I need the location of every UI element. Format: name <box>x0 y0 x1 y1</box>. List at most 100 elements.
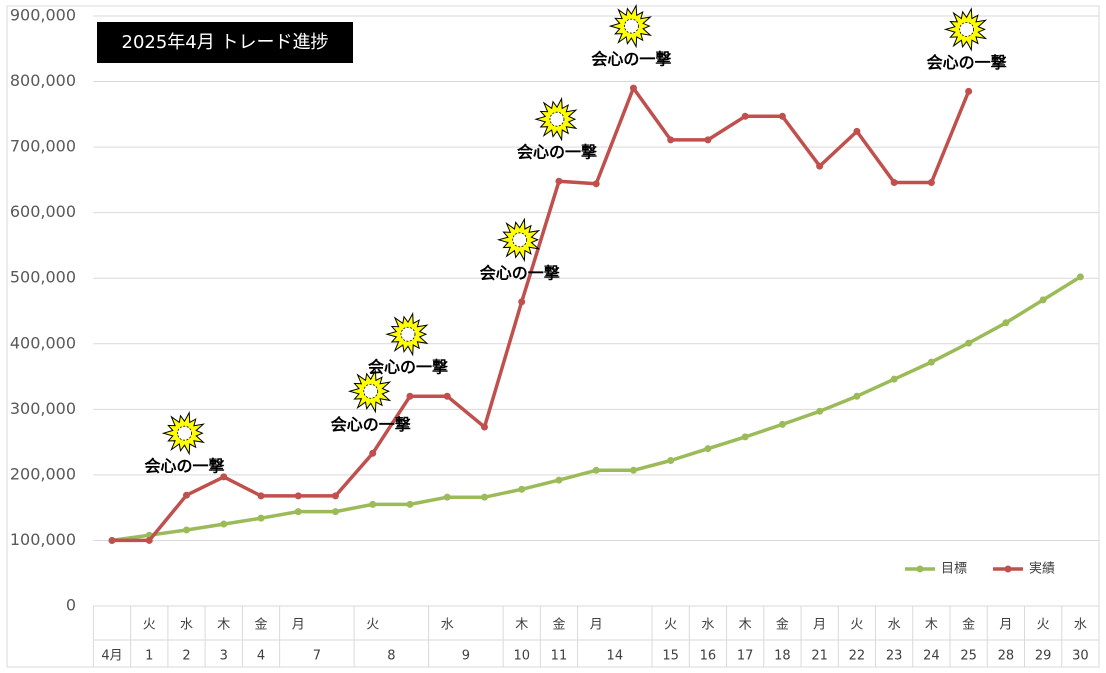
x-tick-label: 18 <box>774 649 791 664</box>
starburst-core <box>624 18 639 34</box>
data-point <box>927 358 935 366</box>
weekday-label: 月 <box>590 618 603 633</box>
data-point <box>518 298 526 306</box>
title-box <box>97 22 353 63</box>
weekday-label: 月 <box>813 618 826 633</box>
data-point <box>480 423 488 431</box>
weekday-label: 火 <box>366 618 379 633</box>
data-point <box>890 375 898 383</box>
x-tick-label: 24 <box>923 649 940 664</box>
data-point <box>1076 273 1084 281</box>
data-point <box>220 473 228 481</box>
x-tick-label: 15 <box>662 649 679 664</box>
data-point <box>406 500 414 508</box>
annotation: 会心の一撃 <box>927 53 1007 72</box>
annotation: 会心の一撃 <box>517 143 597 162</box>
y-tick-label: 700,000 <box>10 137 76 156</box>
annotation: 会心の一撃 <box>591 50 671 69</box>
y-tick-label: 200,000 <box>10 464 76 483</box>
legend-label: 実績 <box>1029 561 1055 577</box>
data-point <box>443 493 451 501</box>
data-point <box>741 112 749 120</box>
data-point <box>965 87 973 95</box>
y-tick-label: 0 <box>66 596 76 615</box>
starburst-core <box>363 383 379 399</box>
data-point <box>890 179 898 187</box>
weekday-label: 火 <box>1037 618 1050 633</box>
x-tick-label: 7 <box>313 649 321 664</box>
data-point <box>778 420 786 428</box>
x-tick-label: 28 <box>998 649 1015 664</box>
x-tick-label: 17 <box>737 649 754 664</box>
x-tick-label: 9 <box>462 649 470 664</box>
data-point <box>369 500 377 508</box>
legend-label: 目標 <box>941 562 967 577</box>
x-tick-label: 4 <box>257 649 265 664</box>
weekday-label: 火 <box>664 618 677 633</box>
chart-title: 2025年4月 トレード進捗 <box>122 32 329 53</box>
data-point <box>257 514 265 522</box>
data-point <box>369 449 377 457</box>
legend-marker <box>916 565 924 573</box>
data-point <box>555 177 563 185</box>
weekday-label: 水 <box>180 618 193 633</box>
data-point <box>853 392 861 400</box>
data-point <box>816 162 824 170</box>
y-tick-label: 900,000 <box>10 6 76 25</box>
annotation: 会心の一撃 <box>145 457 225 476</box>
x-tick-label: 29 <box>1035 649 1052 664</box>
weekday-label: 木 <box>515 618 528 633</box>
y-tick-label: 500,000 <box>10 268 76 287</box>
x-tick-label: 23 <box>886 649 903 664</box>
starburst-core <box>512 232 528 248</box>
data-point <box>331 508 339 516</box>
weekday-label: 金 <box>776 617 789 633</box>
data-point <box>555 476 563 484</box>
starburst-core <box>959 21 975 37</box>
y-tick-label: 800,000 <box>10 71 76 90</box>
starburst-core <box>400 326 416 342</box>
data-point <box>220 520 228 528</box>
data-point <box>853 127 861 135</box>
y-tick-label: 600,000 <box>10 202 76 221</box>
weekday-label: 月 <box>292 618 305 633</box>
x-tick-label: 16 <box>700 649 717 664</box>
data-point <box>145 536 153 544</box>
weekday-label: 金 <box>254 617 267 633</box>
x-tick-label: 10 <box>513 649 530 664</box>
data-point <box>518 485 526 493</box>
data-point <box>629 84 637 92</box>
weekday-label: 木 <box>217 618 230 633</box>
x-tick-label: 30 <box>1072 649 1089 664</box>
data-point <box>257 492 265 500</box>
x-tick-label: 11 <box>551 649 568 664</box>
starburst-core <box>177 425 192 441</box>
weekday-label: 水 <box>441 618 454 633</box>
series-line <box>112 86 971 543</box>
data-point <box>741 433 749 441</box>
weekday-label: 木 <box>925 618 938 633</box>
weekday-label: 水 <box>1074 618 1087 633</box>
data-point <box>443 392 451 400</box>
x-tick-label: 8 <box>387 649 395 664</box>
data-point <box>704 445 712 453</box>
data-point <box>331 492 339 500</box>
x-tick-label: 4月 <box>101 649 122 664</box>
data-point <box>294 492 302 500</box>
data-point <box>667 136 675 144</box>
legend-marker <box>1004 565 1012 573</box>
x-tick-label: 21 <box>811 649 828 664</box>
data-point <box>1002 319 1010 327</box>
annotation: 会心の一撃 <box>480 263 560 282</box>
weekday-label: 火 <box>850 618 863 633</box>
data-point <box>704 136 712 144</box>
data-point <box>778 112 786 120</box>
weekday-label: 水 <box>701 618 714 633</box>
data-point <box>629 466 637 474</box>
x-tick-label: 2 <box>182 649 190 664</box>
x-tick-label: 3 <box>220 649 228 664</box>
weekday-label: 月 <box>999 618 1012 633</box>
data-point <box>816 407 824 415</box>
data-point <box>592 180 600 188</box>
